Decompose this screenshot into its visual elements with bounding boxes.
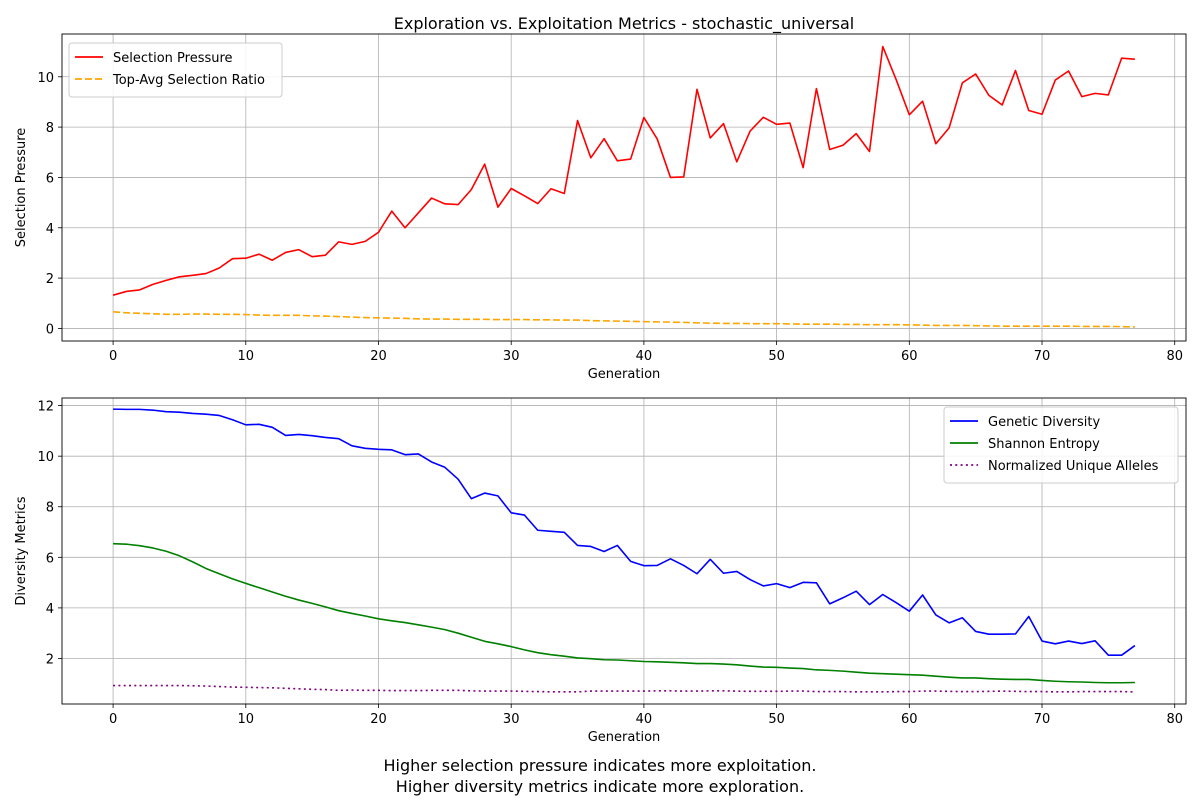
chart-1-axes-frame (61, 397, 1187, 705)
chart-0-x-tick-label: 40 (636, 349, 653, 364)
chart-0-x-tick-label: 30 (503, 349, 520, 364)
chart-1-y-tick-label: 4 (46, 602, 54, 617)
chart-0-x-tick-label: 10 (238, 349, 255, 364)
chart-1-x-tick-label: 60 (901, 712, 918, 727)
chart-0-y-axis-label: Selection Pressure (14, 128, 29, 248)
chart-0-y-tick-label: 0 (46, 322, 54, 337)
caption-line-2: Higher diversity metrics indicate more e… (396, 777, 804, 796)
chart-1-series-shannon-entropy-line (113, 542, 1135, 684)
chart-0-legend: Selection Pressure Top-Avg Selection Rati… (68, 42, 283, 98)
chart-1-x-tick-label: 70 (1034, 712, 1051, 727)
chart-0-x-tick-label: 20 (370, 349, 387, 364)
chart-1-y-tick-label: 12 (37, 400, 54, 415)
chart-1-x-tick-label: 30 (503, 712, 520, 727)
caption-line-1: Higher selection pressure indicates more… (383, 756, 816, 775)
chart-1-legend-label-normalized-unique-alleles: Normalized Unique Alleles (988, 459, 1159, 474)
chart-0-series-top-avg-selection-ratio-line (113, 311, 1135, 328)
chart-0-series-selection-pressure-line (112, 45, 1135, 296)
chart-1-x-tick-label: 10 (238, 712, 255, 727)
chart-1-x-tick-label: 50 (768, 712, 785, 727)
chart-0-y-tick-label: 10 (37, 71, 54, 86)
chart-1-legend-label-shannon-entropy: Shannon Entropy (988, 437, 1100, 452)
chart-1-y-tick-label: 6 (46, 551, 54, 566)
chart-1-x-tick-label: 20 (370, 712, 387, 727)
chart-1-y-tick-label: 2 (46, 652, 54, 667)
chart-1-series-normalized-unique-alleles-line (113, 684, 1135, 693)
chart-1-x-tick-label: 40 (636, 712, 653, 727)
chart-0-title: Exploration vs. Exploitation Metrics - s… (394, 14, 855, 34)
chart-0-y-tick-label: 6 (46, 171, 54, 186)
chart-0-x-tick-label: 50 (768, 349, 785, 364)
chart-1-x-tick-label: 0 (109, 712, 117, 727)
chart-0-legend-box (68, 42, 283, 98)
chart-0-x-tick-label: 70 (1034, 349, 1051, 364)
chart-1-x-tick-label: 80 (1166, 712, 1183, 727)
chart-1-y-tick-label: 10 (37, 450, 54, 465)
chart-0-y-tick-label: 4 (46, 222, 54, 237)
chart-1-y-axis-label: Diversity Metrics (14, 496, 29, 605)
chart-1-legend-label-genetic-diversity: Genetic Diversity (988, 415, 1100, 430)
chart-0-y-tick-label: 2 (46, 272, 54, 287)
chart-0-legend-label-top-avg-selection-ratio: Top-Avg Selection Ratio (112, 73, 265, 88)
chart-0-x-tick-label: 60 (901, 349, 918, 364)
chart-1-legend-box (943, 406, 1179, 484)
chart-0-x-tick-label: 80 (1166, 349, 1183, 364)
chart-0-x-axis-label: Generation (588, 367, 661, 382)
chart-1-series-genetic-diversity-line (113, 408, 1136, 656)
chart-1-y-tick-label: 8 (46, 501, 54, 516)
chart-1-x-axis-label: Generation (588, 730, 661, 745)
chart-1-legend: Genetic Diversity Shannon Entropy Normaliz… (943, 406, 1179, 484)
chart-0-axes-frame (61, 33, 1187, 342)
top-subplot: 0 10 20 30 40 50 60 70 80 0 2 4 6 8 10 Generation Select… (14, 14, 1187, 382)
chart-0-legend-label-selection-pressure: Selection Pressure (113, 51, 233, 66)
chart-0-x-tick-label: 0 (109, 349, 117, 364)
bottom-subplot: 0 10 20 30 40 50 60 70 80 2 4 6 8 10 12 Generation Diver… (14, 397, 1187, 745)
chart-0-y-tick-label: 8 (46, 121, 54, 136)
